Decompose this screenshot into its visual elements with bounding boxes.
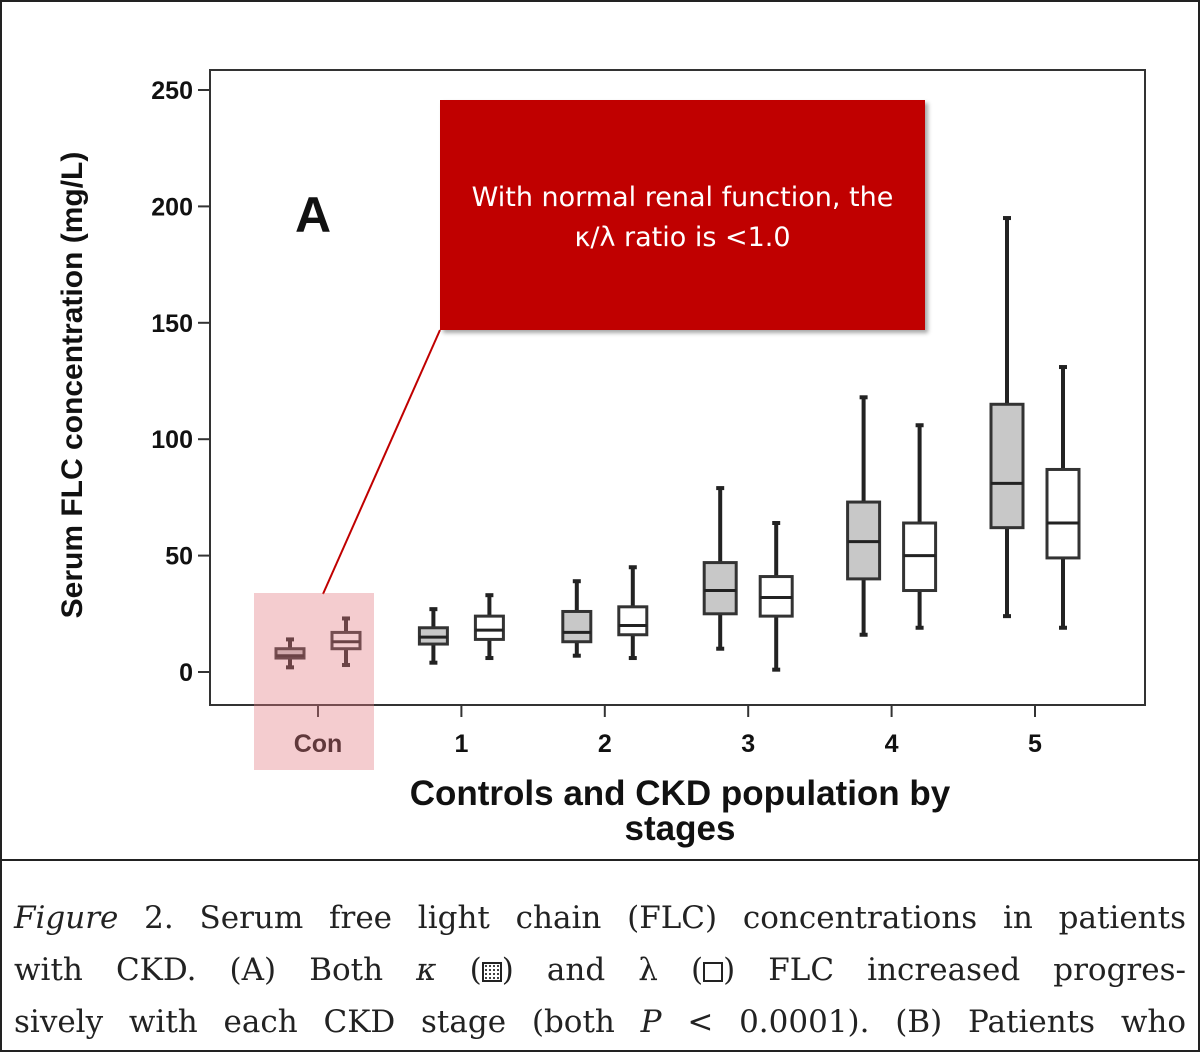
- box-kappa-1: [417, 607, 449, 665]
- box-iqr: [473, 614, 505, 641]
- box-lambda-5: [1045, 365, 1081, 630]
- box-iqr: [561, 609, 593, 644]
- x-tick-label: 3: [741, 730, 755, 758]
- caption-line-1: Figure 2. Serum free light chain (FLC) c…: [14, 892, 1186, 944]
- caption-divider: [0, 859, 1200, 861]
- box-kappa-5: [989, 216, 1025, 619]
- box-series: [274, 216, 1081, 672]
- annotation-callout: With normal renal function, the κ/λ rati…: [440, 100, 925, 330]
- box-iqr: [702, 561, 738, 616]
- caption-line-3: sively with each CKD stage (both P < 0.0…: [14, 996, 1186, 1048]
- callout-line-1: With normal renal function, the: [471, 182, 894, 213]
- kappa-legend-icon: [481, 962, 502, 982]
- box-lambda-1: [473, 593, 505, 661]
- caption-text: sively with each CKD stage (both: [14, 1004, 641, 1040]
- caption-figure-label: Figure: [14, 900, 119, 936]
- box-kappa-Con: [274, 637, 306, 670]
- controls-highlight: [254, 593, 374, 770]
- caption-text: (: [436, 952, 482, 988]
- plot-area-frame: [209, 69, 1146, 706]
- box-iqr: [989, 402, 1025, 530]
- x-tick-label: 2: [598, 730, 612, 758]
- x-axis: Con 1 2 3 4 5: [294, 705, 1042, 758]
- box-iqr: [617, 605, 649, 637]
- box-lambda-3: [758, 521, 794, 672]
- y-axis-title: Serum FLC concentration (mg/L): [56, 152, 89, 619]
- x-tick-label: 1: [454, 730, 468, 758]
- caption-text: < 0.0001). (B) Patients who: [661, 1004, 1186, 1040]
- box-kappa-2: [561, 579, 593, 658]
- box-kappa-3: [702, 486, 738, 651]
- caption-p-symbol: P: [640, 1004, 662, 1040]
- callout-leader-line: [322, 329, 441, 595]
- y-tick-label: 0: [179, 659, 193, 687]
- y-axis: 0 50 100 150 200 250: [151, 77, 210, 687]
- box-iqr: [1045, 467, 1081, 560]
- caption-text: ) FLC increased progres-: [723, 952, 1186, 988]
- y-tick-label: 200: [151, 193, 193, 221]
- y-tick-label: 250: [151, 77, 193, 105]
- box-kappa-4: [846, 395, 882, 637]
- lambda-legend-icon: [703, 962, 724, 982]
- y-tick-label: 100: [151, 426, 193, 454]
- caption-line-2: with CKD. (A) Both κ ( ) and λ ( ) FLC inc…: [14, 944, 1186, 996]
- x-axis-title-line2: stages: [625, 809, 736, 848]
- panel-label: A: [295, 187, 331, 243]
- caption-text: 2. Serum free light chain (FLC) concentr…: [118, 900, 1186, 936]
- box-lambda-4: [902, 423, 938, 630]
- callout-line-2: κ/λ ratio is <1.0: [574, 222, 791, 253]
- x-axis-title-line1: Controls and CKD population by: [410, 774, 951, 813]
- caption-text: ) and λ (: [501, 952, 704, 988]
- caption-kappa: κ: [416, 952, 437, 988]
- y-tick-label: 50: [165, 543, 193, 571]
- caption-text: with CKD. (A) Both: [14, 952, 417, 988]
- x-tick-label: Con: [294, 730, 343, 758]
- box-iqr: [274, 647, 306, 660]
- y-tick-label: 150: [151, 310, 193, 338]
- box-lambda-Con: [330, 616, 362, 668]
- x-tick-label: 4: [885, 730, 899, 758]
- x-tick-label: 5: [1028, 730, 1042, 758]
- box-lambda-2: [617, 565, 649, 661]
- box-plot-chart: 0 50 100 150 200 250 Con 1 2 3 4 5 A Serum FLC con…: [56, 69, 1146, 848]
